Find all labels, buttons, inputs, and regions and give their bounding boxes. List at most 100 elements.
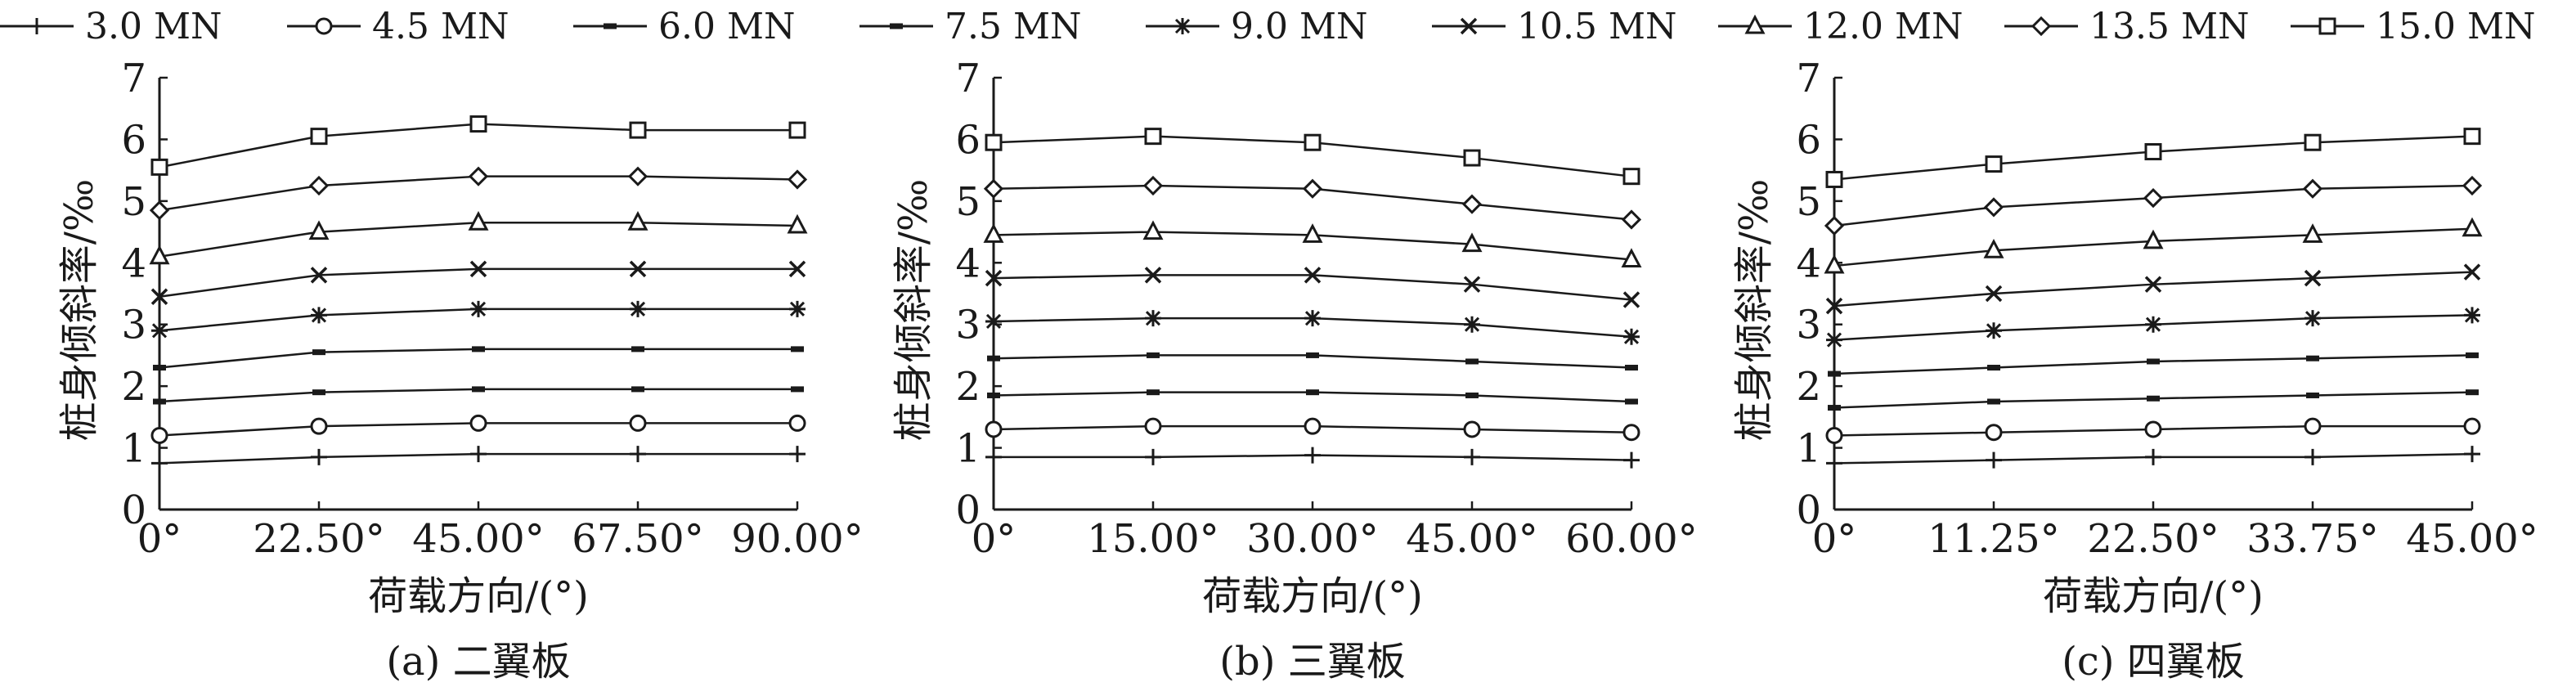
legend-entry: 4.5 MN — [287, 6, 509, 47]
x-tick-label: 45.00° — [412, 516, 544, 562]
data-point — [1825, 426, 1843, 444]
data-point — [629, 414, 647, 432]
y-tick-label: 6 — [955, 117, 981, 163]
legend-label: 15.0 MN — [2376, 6, 2536, 47]
data-point — [1461, 194, 1483, 214]
x-tick-label: 30.00° — [1246, 516, 1378, 562]
panel-caption: (c) 四翼板 — [2062, 639, 2245, 685]
data-point — [987, 392, 1000, 398]
data-point — [630, 300, 646, 317]
series — [1828, 352, 2479, 377]
data-point — [468, 166, 489, 186]
y-tick-label: 7 — [121, 56, 146, 101]
data-point — [2306, 392, 2319, 398]
series — [1825, 263, 2481, 315]
y-tick-label: 4 — [955, 240, 981, 286]
data-point — [2466, 352, 2479, 358]
data-point — [1986, 451, 2002, 469]
data-point — [985, 420, 1003, 438]
legend-marker — [2318, 17, 2336, 35]
legend-label: 3.0 MN — [85, 6, 222, 47]
series — [985, 447, 1640, 469]
data-point — [153, 365, 166, 371]
data-point — [627, 166, 648, 186]
data-point — [468, 211, 489, 231]
data-point — [1463, 420, 1481, 438]
y-axis-title: 桩身倾斜率/‰ — [891, 179, 936, 442]
data-point — [470, 446, 487, 463]
data-point — [2464, 307, 2480, 324]
x-tick-label: 45.00° — [1406, 516, 1537, 562]
chart-panel: 0 1 2 3 4 5 6 7 0° 15.00° 30.00° 45.00° 60.00° 荷载方向/(… — [891, 56, 1698, 685]
series — [150, 414, 806, 444]
data-point — [2302, 178, 2323, 199]
y-tick-label: 6 — [1796, 117, 1821, 163]
data-point — [1302, 223, 1323, 243]
panels: 0 1 2 3 4 5 6 7 0° 22.50° 45.00° 67.50° 90.00° 荷载方向/(… — [56, 56, 2538, 685]
data-point — [983, 178, 1004, 199]
legend-marker — [890, 23, 903, 29]
data-point — [1463, 276, 1481, 293]
data-point — [2145, 448, 2161, 465]
data-point — [985, 448, 1002, 465]
data-point — [469, 115, 487, 133]
data-point — [1304, 417, 1322, 435]
legend-label: 13.5 MN — [2089, 6, 2250, 47]
data-point — [789, 300, 806, 317]
data-point — [789, 446, 806, 463]
data-point — [1147, 389, 1160, 396]
legend-marker — [1174, 18, 1191, 34]
x-tick-label: 90.00° — [731, 516, 863, 562]
y-tick-label: 0 — [1796, 487, 1821, 533]
series — [153, 346, 804, 371]
data-point — [985, 269, 1003, 287]
legend-label: 7.5 MN — [945, 6, 1082, 47]
data-point — [1985, 285, 2003, 303]
data-point — [1623, 328, 1640, 345]
series — [150, 260, 806, 306]
data-point — [2147, 358, 2160, 365]
data-point — [1304, 447, 1321, 464]
y-tick-label: 4 — [1796, 240, 1821, 286]
data-point — [2143, 187, 2164, 209]
data-point — [2463, 128, 2481, 146]
x-tick-label: 15.00° — [1087, 516, 1218, 562]
data-point — [2464, 446, 2480, 463]
data-point — [310, 267, 328, 284]
data-point — [2306, 355, 2319, 361]
data-point — [630, 446, 646, 463]
data-point — [1306, 352, 1319, 358]
data-point — [1621, 209, 1642, 230]
legend-label: 10.5 MN — [1517, 6, 1677, 47]
series-line — [1833, 354, 2473, 375]
data-point — [1986, 322, 2002, 339]
legend-entry: 12.0 MN — [1718, 6, 1963, 47]
data-point — [1826, 331, 1842, 348]
data-point — [1306, 389, 1319, 396]
data-point — [310, 417, 328, 435]
data-point — [1824, 215, 1845, 236]
data-point — [1828, 405, 1841, 411]
data-point — [1826, 455, 1842, 472]
legend-entry: 13.5 MN — [2004, 6, 2250, 47]
data-point — [150, 158, 168, 176]
data-point — [2147, 395, 2160, 402]
y-axis-title: 桩身倾斜率/‰ — [1731, 179, 1777, 442]
data-point — [1983, 238, 2004, 258]
data-point — [1142, 220, 1164, 240]
series — [987, 389, 1638, 405]
series — [1826, 446, 2480, 472]
legend-label: 12.0 MN — [1803, 6, 1963, 47]
data-point — [2304, 310, 2321, 327]
data-point — [1144, 267, 1162, 284]
series — [1824, 217, 2483, 274]
data-point — [312, 349, 325, 356]
data-point — [2144, 420, 2162, 438]
panel-caption: (b) 三翼板 — [1219, 639, 1405, 685]
y-tick-label: 7 — [955, 56, 981, 101]
data-point — [2304, 417, 2322, 435]
data-point — [791, 346, 804, 352]
data-point — [788, 260, 806, 278]
series-line — [159, 267, 797, 299]
legend-entry: 10.5 MN — [1432, 6, 1677, 47]
